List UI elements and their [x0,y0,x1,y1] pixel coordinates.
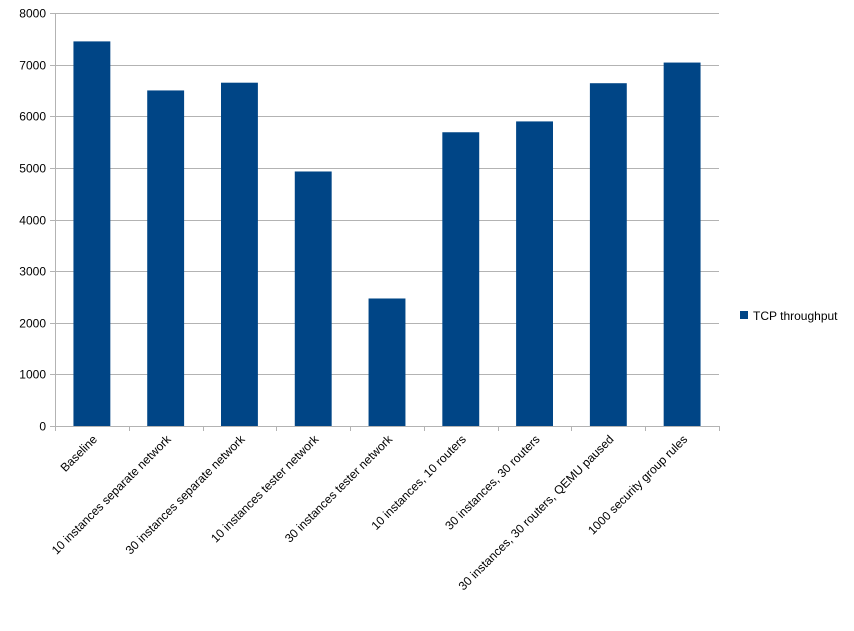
y-tick-label: 0 [39,420,46,434]
y-tick-label: 1000 [19,368,46,382]
legend-label: TCP throughput [753,309,838,323]
bar [221,82,258,426]
bar [73,41,111,427]
y-tick-label: 5000 [19,162,46,176]
bar [516,121,553,426]
x-tick-label: Baseline [58,432,101,475]
bar [294,171,332,426]
bar [589,83,627,427]
y-tick-label: 8000 [19,7,46,21]
x-tick-label: 30 instances, 30 routers, QEMU paused [456,432,617,593]
legend: TCP throughput [740,309,838,323]
y-tick-label: 4000 [19,214,46,228]
bar [147,90,185,426]
legend-swatch [740,311,748,319]
y-tick-label: 6000 [19,110,46,124]
axes [55,13,719,427]
bar [663,62,701,427]
bar [442,132,480,426]
x-tick-label: 30 instances separate network [123,432,249,558]
x-tick-label: 10 instances separate network [49,432,175,558]
bar [368,298,406,426]
y-tick-label: 3000 [19,265,46,279]
y-tick-label: 7000 [19,59,46,73]
y-axis-ticks: 0 1000 2000 3000 4000 5000 6000 7000 8000 [19,7,55,434]
y-tick-label: 2000 [19,317,46,331]
bars [73,41,701,427]
